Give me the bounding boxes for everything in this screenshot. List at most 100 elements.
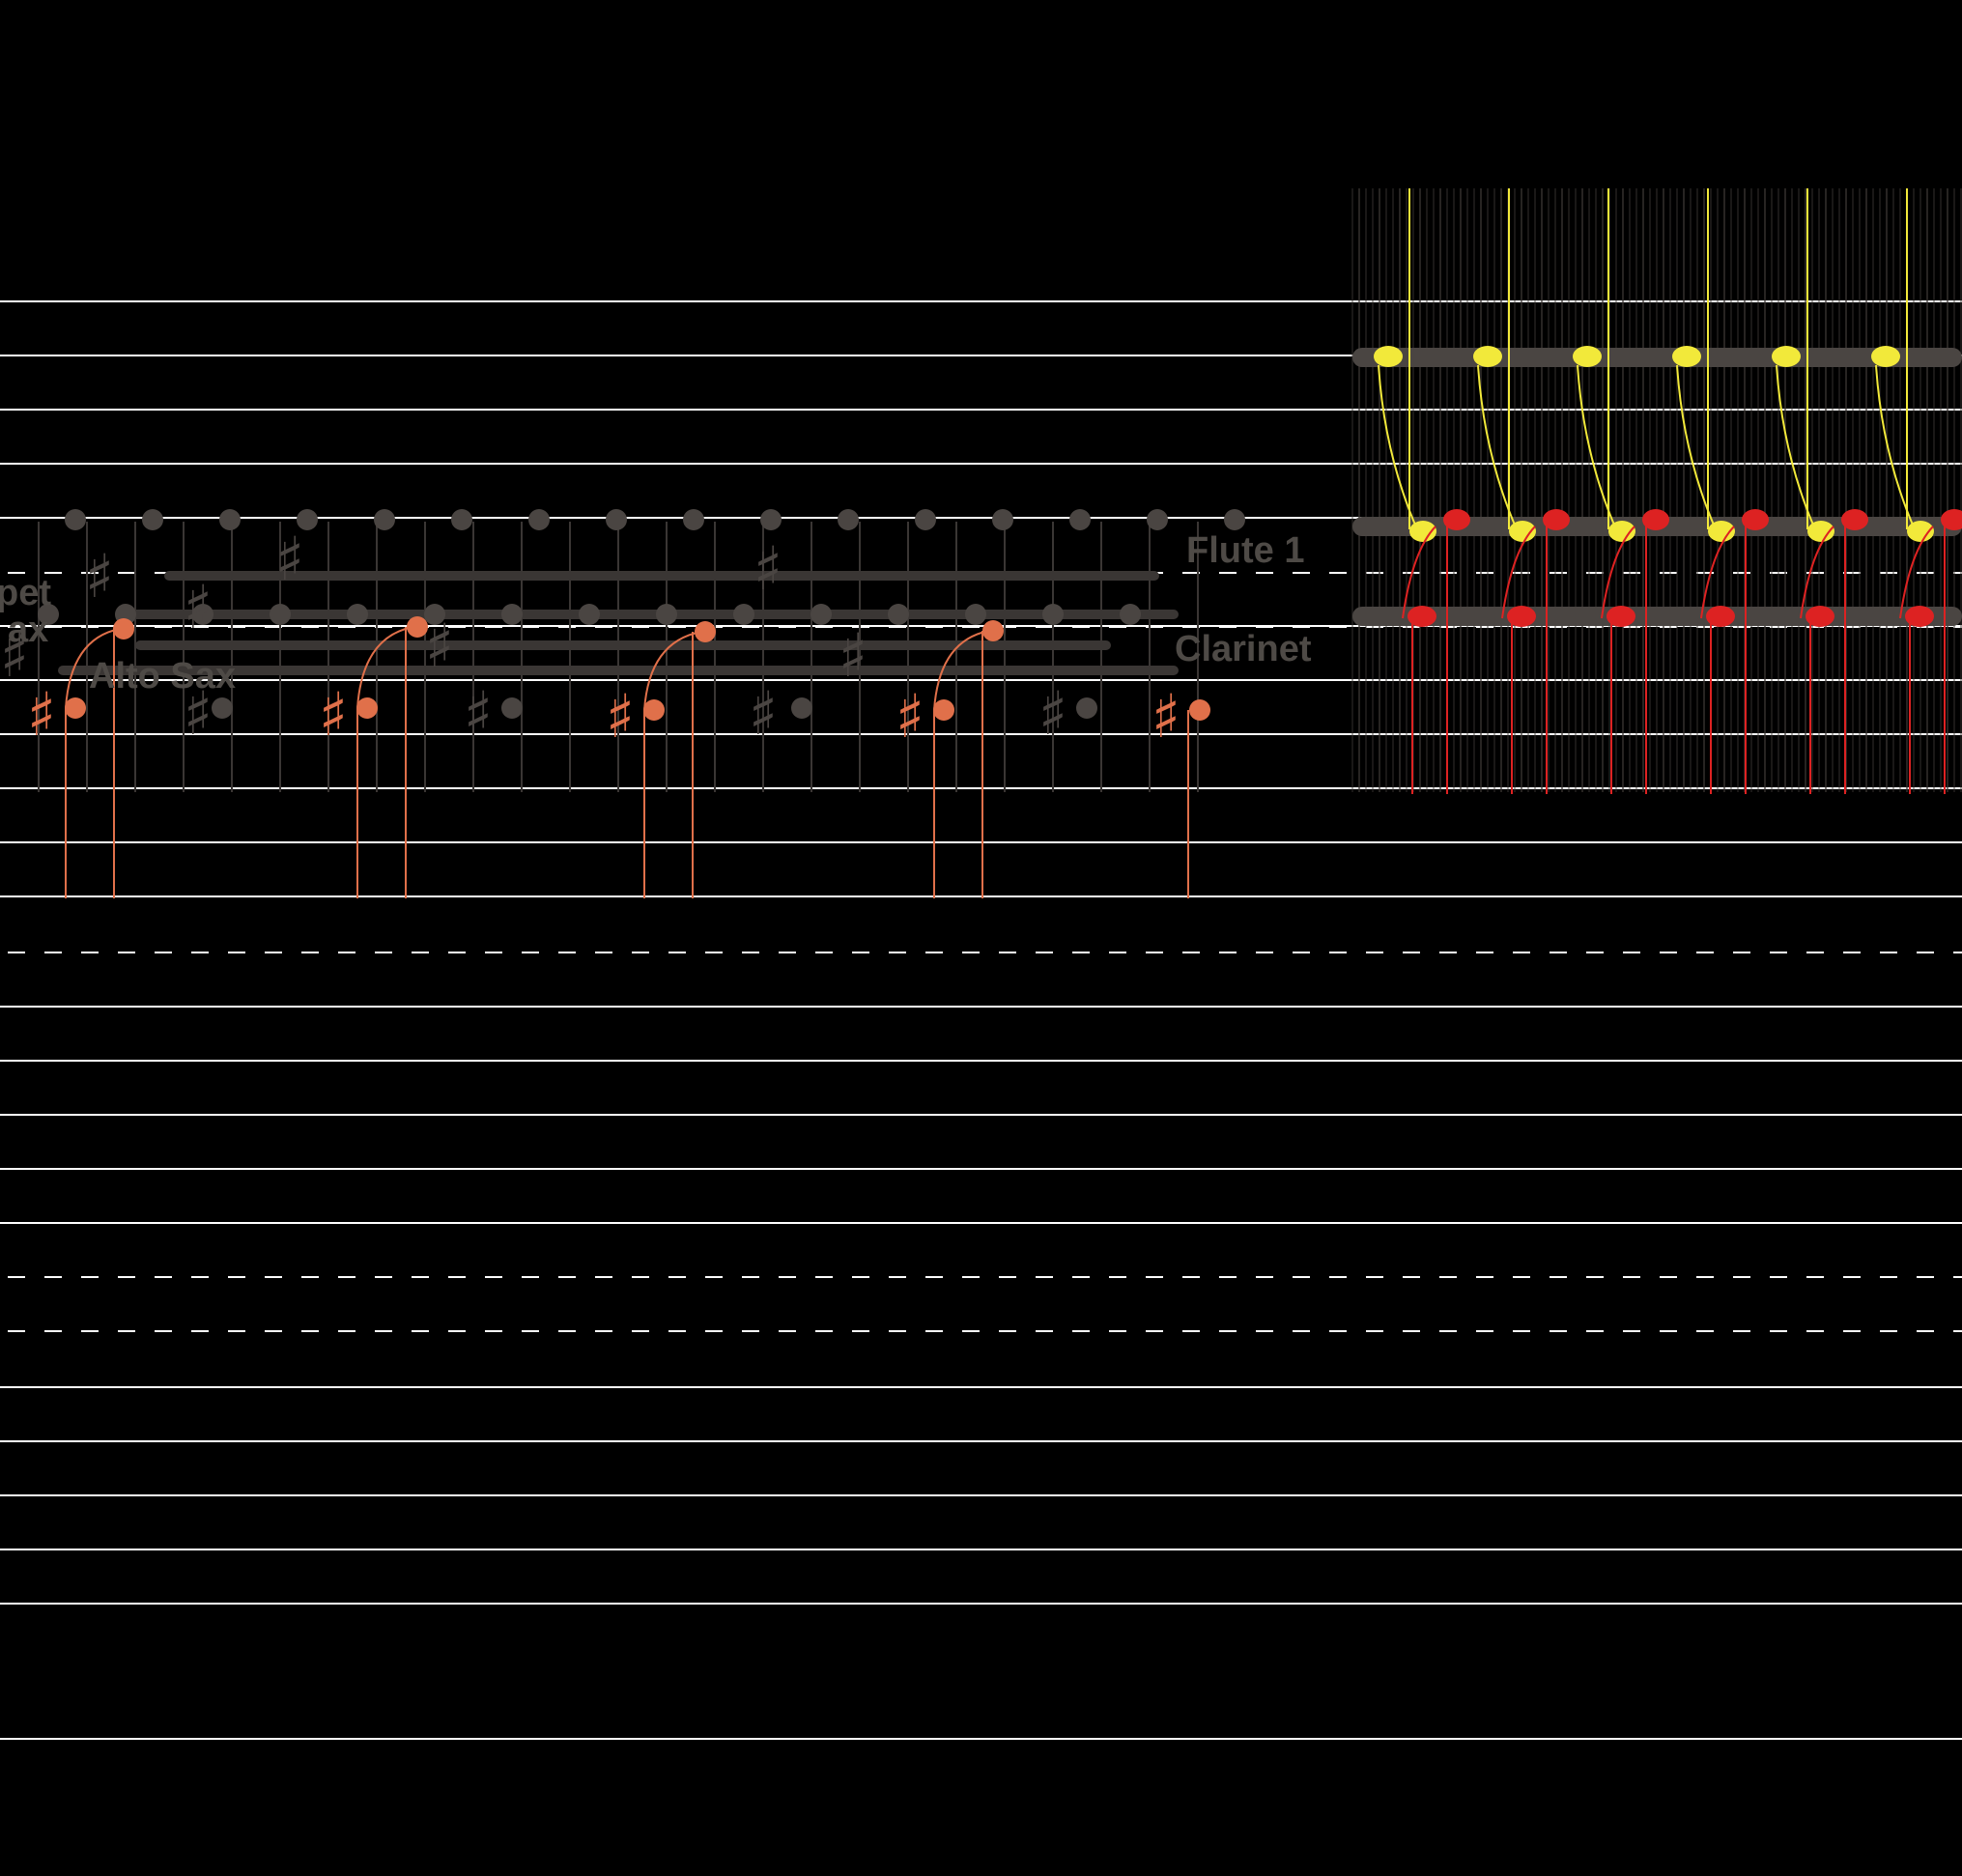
clarinet-note-head: [1841, 509, 1868, 530]
note-head: [212, 697, 233, 719]
slur: [1899, 526, 1934, 619]
note-head: [810, 604, 832, 625]
note-head: [733, 604, 754, 625]
sharp-icon: ♯: [85, 541, 114, 611]
note-head: [1120, 604, 1141, 625]
note-head: [347, 604, 368, 625]
highlight-note-head: [113, 618, 134, 640]
note-head: [65, 509, 86, 530]
sharp-icon: ♯: [275, 524, 304, 594]
note-beam: [135, 640, 1111, 650]
slur: [1378, 364, 1418, 530]
sharp-icon: ♯: [606, 681, 635, 752]
label-flute-1: Flute 1: [1186, 530, 1304, 571]
note-beam: [58, 666, 1179, 675]
note-head: [888, 604, 909, 625]
flute-note-head: [1807, 521, 1834, 542]
note-head: [192, 604, 213, 625]
note-head: [501, 604, 523, 625]
highlight-note-head: [643, 699, 665, 721]
note-head: [528, 509, 550, 530]
note-head: [1076, 697, 1097, 719]
flute-note-head: [1708, 521, 1735, 542]
sharp-icon: ♯: [0, 620, 29, 691]
sharp-icon: ♯: [749, 678, 778, 749]
slur: [1776, 364, 1816, 530]
note-head: [501, 697, 523, 719]
sharp-icon: ♯: [425, 611, 454, 681]
note-head: [915, 509, 936, 530]
highlight-note-head: [695, 621, 716, 642]
highlight-note-head: [65, 697, 86, 719]
note-head: [579, 604, 600, 625]
sharp-icon: ♯: [27, 679, 56, 750]
flute-note-head: [1608, 521, 1635, 542]
flute-note-head: [1509, 521, 1536, 542]
clarinet-note-head: [1706, 606, 1735, 627]
slur: [1477, 364, 1518, 530]
slur: [1601, 526, 1635, 619]
slur: [1800, 526, 1834, 619]
label-clarinet: Clarinet: [1175, 629, 1312, 669]
note-head: [1069, 509, 1091, 530]
note-head: [656, 604, 677, 625]
note-head: [38, 604, 59, 625]
instrument-labels: Flute 1 Clarinet Alto Sax pet ax: [0, 530, 1312, 696]
note-head: [760, 509, 782, 530]
note-head: [451, 509, 472, 530]
flute-note-head: [1672, 346, 1701, 367]
sharp-icon: ♯: [319, 679, 348, 750]
note-head: [838, 509, 859, 530]
flute-note-head: [1772, 346, 1801, 367]
note-beam: [126, 610, 1179, 619]
slur: [1402, 526, 1436, 619]
clarinet-note-head: [1806, 606, 1834, 627]
slur: [1700, 526, 1735, 619]
sharp-icon: ♯: [464, 678, 493, 749]
clarinet-note-head: [1507, 606, 1536, 627]
sharp-icon: ♯: [184, 572, 213, 642]
clarinet-note-head: [1742, 509, 1769, 530]
sharp-icon: ♯: [754, 533, 782, 604]
highlight-note-head: [933, 699, 954, 721]
flute-note-head: [1409, 521, 1436, 542]
note-beam: [164, 571, 1159, 581]
note-head: [297, 509, 318, 530]
note-head: [374, 509, 395, 530]
sharp-icon: ♯: [896, 681, 924, 752]
label-sax-partial: ax: [8, 610, 48, 650]
sharp-icon: ♯: [184, 678, 213, 749]
slur: [643, 631, 702, 711]
highlight-note-head: [356, 697, 378, 719]
clarinet-note-head: [1408, 606, 1436, 627]
slur: [1875, 364, 1916, 530]
note-head: [965, 604, 986, 625]
clarinet-note-head: [1941, 509, 1962, 530]
note-head: [683, 509, 704, 530]
clarinet-note-head: [1607, 606, 1635, 627]
note-beam: [1352, 348, 1962, 367]
clarinet-note-head: [1905, 606, 1934, 627]
note-head: [1224, 509, 1245, 530]
clarinet-note-head: [1443, 509, 1470, 530]
clarinet-note-head: [1543, 509, 1570, 530]
note-head: [142, 509, 163, 530]
note-head: [1147, 509, 1168, 530]
note-head: [219, 509, 241, 530]
sharp-icon: ♯: [839, 620, 867, 691]
note-head: [1042, 604, 1064, 625]
note-head: [270, 604, 291, 625]
note-head: [606, 509, 627, 530]
flute-note-head: [1473, 346, 1502, 367]
highlight-note-head: [982, 620, 1004, 641]
slur: [356, 626, 414, 709]
slur: [65, 628, 121, 709]
note-beam: [1352, 607, 1962, 626]
note-head: [992, 509, 1013, 530]
highlight-note-head: [407, 616, 428, 638]
sharp-icon: ♯: [1152, 681, 1180, 752]
staff-lines: [0, 300, 1962, 1740]
flute-note-head: [1907, 521, 1934, 542]
